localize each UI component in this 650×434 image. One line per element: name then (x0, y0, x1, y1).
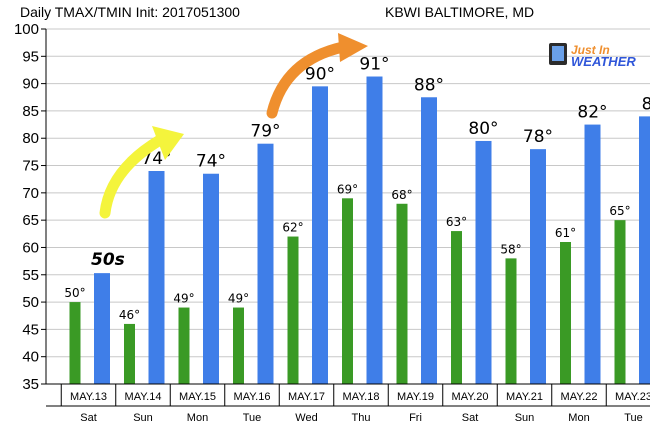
low-temp-label: 58° (500, 242, 521, 256)
x-date-label: MAY.19 (397, 391, 434, 403)
x-date-label: MAY.13 (70, 391, 107, 403)
x-date-label: MAY.21 (506, 391, 543, 403)
low-temp-bar (69, 302, 81, 384)
low-temp-label: 61° (555, 226, 576, 240)
annotation-50s: 50s (91, 250, 125, 270)
high-temp-bar (421, 97, 437, 385)
low-temp-bar (560, 242, 571, 384)
x-date-label: MAY.15 (179, 391, 216, 403)
high-temp-bar (312, 86, 328, 384)
x-date-label: MAY.16 (234, 391, 271, 403)
yellow-arrow-icon (99, 134, 166, 219)
y-tick-label: 70 (22, 185, 39, 202)
x-weekday-label: Fri (409, 412, 422, 424)
high-temp-bar (639, 116, 650, 384)
high-temp-label: 74° (196, 152, 226, 172)
bars (69, 76, 650, 385)
x-weekday-label: Mon (187, 412, 208, 424)
yellow-arrowhead-icon (152, 126, 184, 160)
low-temp-label: 49° (228, 292, 249, 306)
high-temp-label: 78° (523, 127, 553, 147)
low-temp-label: 68° (391, 188, 412, 202)
high-temp-bar (584, 124, 601, 385)
logo-screen (552, 46, 564, 61)
station-name: KBWI BALTIMORE, MD (385, 4, 534, 20)
x-weekday-label: Thu (352, 412, 371, 424)
high-temp-bar (257, 143, 274, 384)
y-tick-label: 50 (22, 294, 39, 311)
high-temp-label: 80° (468, 119, 498, 139)
y-tick-label: 60 (22, 239, 39, 256)
x-weekday-label: Wed (295, 412, 317, 424)
high-temp-bar (148, 171, 165, 384)
x-weekday-label: Sat (462, 412, 479, 424)
low-temp-bar (614, 220, 626, 384)
low-temp-label: 63° (446, 215, 467, 229)
x-date-label: MAY.18 (343, 391, 380, 403)
y-tick-label: 85 (22, 103, 39, 120)
y-tick-label: 75 (22, 158, 39, 175)
low-temp-bar (178, 307, 190, 384)
y-tick-label: 55 (22, 267, 39, 284)
high-temp-label: 79° (250, 122, 280, 142)
bar-labels: 50°46°74°49°74°49°79°62°90°69°91°68°88°6… (64, 55, 650, 322)
high-temp-bar (475, 140, 492, 384)
low-temp-label: 49° (173, 292, 194, 306)
low-temp-label: 69° (337, 182, 358, 196)
high-temp-bar (530, 149, 546, 384)
x-weekday-label: Sat (80, 412, 97, 424)
high-temp-bar (94, 273, 110, 384)
x-axis: MAY.13 Sat MAY.14 Sun MAY.15 Mon MAY.16 Tue MAY.… (46, 383, 650, 424)
low-temp-bar (233, 307, 244, 384)
x-weekday-label: Tue (624, 412, 643, 424)
logo-line1: Just In (571, 43, 610, 57)
y-tick-label: 100 (14, 21, 39, 38)
warming-arrows (99, 33, 368, 219)
y-axis: 35 40 45 50 55 60 65 70 75 80 85 90 95 100 (14, 21, 47, 393)
low-temp-label: 62° (282, 221, 303, 235)
x-date-label: MAY.14 (125, 391, 162, 403)
low-temp-bar (451, 231, 462, 384)
high-temp-label: 90° (305, 64, 335, 84)
x-weekday-label: Sun (133, 412, 153, 424)
logo-line2: WEATHER (571, 54, 636, 69)
low-temp-label: 50° (64, 286, 85, 300)
x-weekday-label: Tue (243, 412, 262, 424)
y-tick-label: 95 (22, 48, 39, 65)
x-date-label: MAY.20 (452, 391, 489, 403)
high-temp-label: 8 (642, 94, 650, 114)
x-weekday-label: Sun (515, 412, 535, 424)
low-temp-bar (124, 323, 135, 384)
just-in-weather-logo: Just In WEATHER (549, 43, 636, 69)
x-date-label: MAY.23 (615, 391, 650, 403)
low-temp-bar (505, 258, 517, 384)
low-temp-bar (396, 203, 408, 384)
low-temp-bar (287, 236, 299, 384)
high-temp-label: 82° (577, 103, 607, 123)
y-tick-label: 45 (22, 321, 39, 338)
low-temp-label: 46° (119, 308, 140, 322)
orange-arrow-icon (266, 41, 349, 119)
high-temp-label: 88° (414, 75, 444, 95)
x-date-label: MAY.17 (288, 391, 325, 403)
x-weekday-label: Mon (568, 412, 589, 424)
x-date-label: MAY.22 (561, 391, 598, 403)
y-tick-label: 40 (22, 349, 39, 366)
high-temp-label: 91° (359, 55, 389, 75)
low-temp-label: 65° (609, 204, 630, 218)
high-temp-bar (366, 76, 383, 384)
y-tick-label: 65 (22, 212, 39, 229)
y-tick-label: 90 (22, 76, 39, 93)
y-tick-label: 35 (22, 376, 39, 393)
y-tick-label: 80 (22, 130, 39, 147)
chart-title: Daily TMAX/TMIN Init: 2017051300 (20, 4, 240, 20)
high-temp-bar (203, 173, 219, 384)
low-temp-bar (342, 198, 353, 384)
orange-arrowhead-icon (338, 33, 368, 62)
